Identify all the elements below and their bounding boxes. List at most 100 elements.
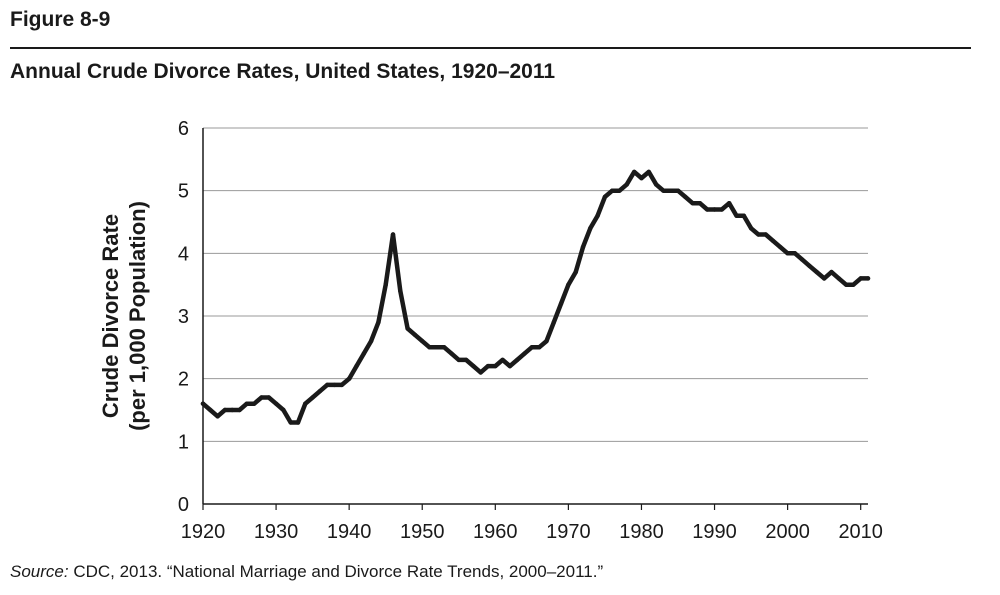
data-point [442, 345, 447, 350]
data-point [332, 382, 337, 388]
data-point [537, 345, 542, 350]
data-point [843, 282, 849, 287]
axes [202, 128, 868, 505]
data-point [288, 420, 293, 425]
data-point [266, 395, 271, 400]
x-tick-label: 1990 [692, 521, 737, 543]
data-point [639, 175, 644, 181]
data-point [222, 407, 228, 413]
data-point [434, 345, 439, 350]
data-point [252, 401, 257, 406]
data-point [624, 182, 629, 187]
data-point [588, 226, 593, 231]
data-point [595, 213, 600, 218]
data-point [697, 201, 703, 206]
source-note: Source: CDC, 2013. “National Marriage an… [10, 562, 603, 582]
data-point [683, 194, 688, 200]
data-point [756, 232, 761, 237]
data-point [281, 407, 286, 413]
data-point [602, 194, 608, 200]
data-point [244, 401, 249, 406]
data-point [376, 320, 381, 325]
data-point [200, 401, 206, 406]
y-tick-label: 6 [178, 118, 189, 140]
data-point [522, 351, 527, 356]
data-point [471, 363, 476, 369]
y-tick-labels: 0 1 2 3 4 5 6 [178, 118, 189, 516]
data-point [529, 345, 534, 350]
x-tick-label: 2000 [765, 521, 810, 543]
data-point [237, 407, 242, 413]
gridlines [203, 127, 868, 442]
source-text: CDC, 2013. “National Marriage and Divorc… [68, 562, 604, 581]
x-tick-label: 1950 [400, 521, 445, 543]
data-point [208, 407, 213, 413]
data-point [405, 326, 410, 331]
data-point [368, 338, 374, 344]
data-point [259, 395, 264, 400]
data-point [668, 188, 673, 193]
x-tick-label: 1930 [254, 521, 299, 543]
y-tick-label: 1 [178, 431, 189, 453]
figure-label: Figure 8-9 [10, 8, 111, 31]
data-point [632, 169, 637, 175]
y-tick-label: 5 [178, 181, 189, 203]
data-point [493, 363, 498, 369]
data-point [339, 382, 344, 388]
data-point [478, 370, 483, 375]
data-point [463, 357, 469, 363]
data-point [295, 420, 301, 425]
data-point [858, 276, 863, 281]
x-tick-label: 2010 [838, 521, 883, 543]
data-point [778, 244, 783, 250]
data-point [412, 332, 418, 337]
x-tick-label: 1960 [473, 521, 518, 543]
data-point [500, 357, 505, 363]
title-divider [10, 47, 971, 49]
data-point [770, 238, 776, 243]
data-point [456, 357, 461, 363]
data-point [800, 257, 805, 262]
x-tick-label: 1970 [546, 521, 591, 543]
data-point [785, 251, 790, 256]
x-tick-labels: 1920 1930 1940 1950 1960 1970 1980 1990 2000 2010 [181, 504, 883, 543]
data-point [690, 201, 695, 206]
data-point [580, 244, 586, 250]
data-point [646, 169, 651, 175]
data-point [230, 407, 235, 413]
data-point [449, 351, 454, 356]
y-tick-label: 0 [178, 494, 189, 516]
data-point [507, 363, 513, 369]
data-point [515, 357, 520, 363]
data-point [551, 320, 556, 325]
data-point [814, 269, 819, 275]
data-point [836, 276, 841, 281]
data-point [865, 276, 871, 281]
y-axis-label-line1: Crude Divorce Rate [98, 214, 123, 418]
x-tick-label: 1920 [181, 521, 226, 543]
data-point [822, 276, 827, 281]
data-point [544, 338, 549, 344]
data-point [215, 414, 220, 419]
data-point [317, 389, 323, 394]
line-chart: 0 1 2 3 4 5 6 1920 1930 1940 1950 1960 1970 1980 1990… [98, 118, 883, 543]
data-point [661, 188, 666, 193]
data-point [748, 226, 754, 231]
data-point [573, 269, 578, 275]
data-point [719, 207, 724, 212]
x-tick-label: 1980 [619, 521, 664, 543]
data-point [610, 188, 615, 193]
data-point [325, 382, 330, 388]
source-prefix: Source: [10, 562, 69, 581]
data-point [485, 363, 491, 369]
data-point [420, 338, 425, 344]
data-point [727, 201, 732, 206]
data-point [390, 232, 396, 237]
data-point [792, 251, 798, 256]
data-point [741, 213, 746, 218]
data-point [617, 188, 622, 193]
data-point [675, 188, 681, 193]
y-tick-label: 2 [178, 369, 189, 391]
data-point [427, 345, 432, 350]
data-point [310, 395, 315, 400]
